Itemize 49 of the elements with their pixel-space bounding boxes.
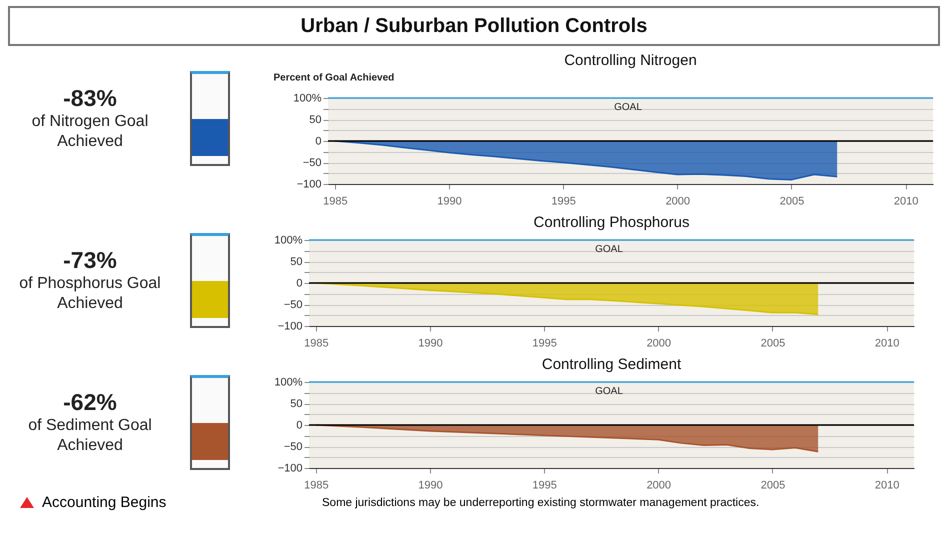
x-tick-label: 2005 <box>760 338 786 350</box>
x-tick-label: 1985 <box>323 196 348 208</box>
y-tick-label: −100 <box>296 178 322 190</box>
y-tick-label: 0 <box>315 136 322 148</box>
chart-title: Urban / Suburban Pollution Controls <box>8 6 940 46</box>
text: of Sediment Goal Achieved <box>27 416 153 456</box>
x-tick-label: 2000 <box>666 196 690 208</box>
y-tick-label: 50 <box>290 256 302 268</box>
y-tick-label: 50 <box>290 398 302 410</box>
chart-title: Controlling Sediment <box>542 356 682 373</box>
x-tick-label: 1985 <box>304 480 329 492</box>
y-axis-title: Percent of Goal Achieved <box>274 72 394 84</box>
y-tick-label: −50 <box>284 299 302 311</box>
y-tick-label: 100% <box>274 376 303 388</box>
x-tick-label: 2010 <box>874 480 900 492</box>
x-tick-label: 2000 <box>646 480 672 492</box>
y-tick-label: 100% <box>274 234 303 246</box>
y-tick-label: −50 <box>302 157 322 169</box>
chart-subtitle: Controlling Nitrogen <box>564 52 697 69</box>
x-tick-label: 1995 <box>532 338 557 350</box>
ref-line-label: GOAL <box>614 102 642 113</box>
x-tick-label: 2000 <box>646 338 672 350</box>
text: -73% <box>62 246 118 274</box>
x-tick-label: 1995 <box>551 196 576 208</box>
y-tick-label: 0 <box>296 420 302 432</box>
text: Accounting Begins <box>42 494 168 511</box>
ref-line-label: GOAL <box>595 244 624 255</box>
ref-line-label: GOAL <box>595 386 624 397</box>
y-tick-label: 100% <box>293 92 322 104</box>
y-tick-label: −50 <box>284 441 302 453</box>
x-tick-label: 1985 <box>304 338 329 350</box>
x-tick-label: 1990 <box>418 338 443 350</box>
text: Some jurisdictions may be underreporting existing stormwater management practices. <box>322 496 760 508</box>
y-tick-label: 0 <box>296 278 302 290</box>
text: -62% <box>62 388 118 416</box>
x-tick-label: 2005 <box>760 480 786 492</box>
x-tick-label: 1990 <box>418 480 443 492</box>
text: of Nitrogen Goal Achieved <box>30 112 150 152</box>
x-tick-label: 2010 <box>894 196 918 208</box>
text: of Phosphorus Goal Achieved <box>18 274 162 314</box>
x-tick-label: 1995 <box>532 480 557 492</box>
y-tick-label: 50 <box>309 114 322 126</box>
x-tick-label: 2010 <box>874 338 900 350</box>
text: -83% <box>62 84 118 112</box>
x-tick-label: 2005 <box>780 196 804 208</box>
y-tick-label: −100 <box>278 320 302 332</box>
x-tick-label: 1990 <box>437 196 462 208</box>
y-tick-label: −100 <box>278 462 302 474</box>
chart-title: Controlling Phosphorus <box>534 214 690 231</box>
